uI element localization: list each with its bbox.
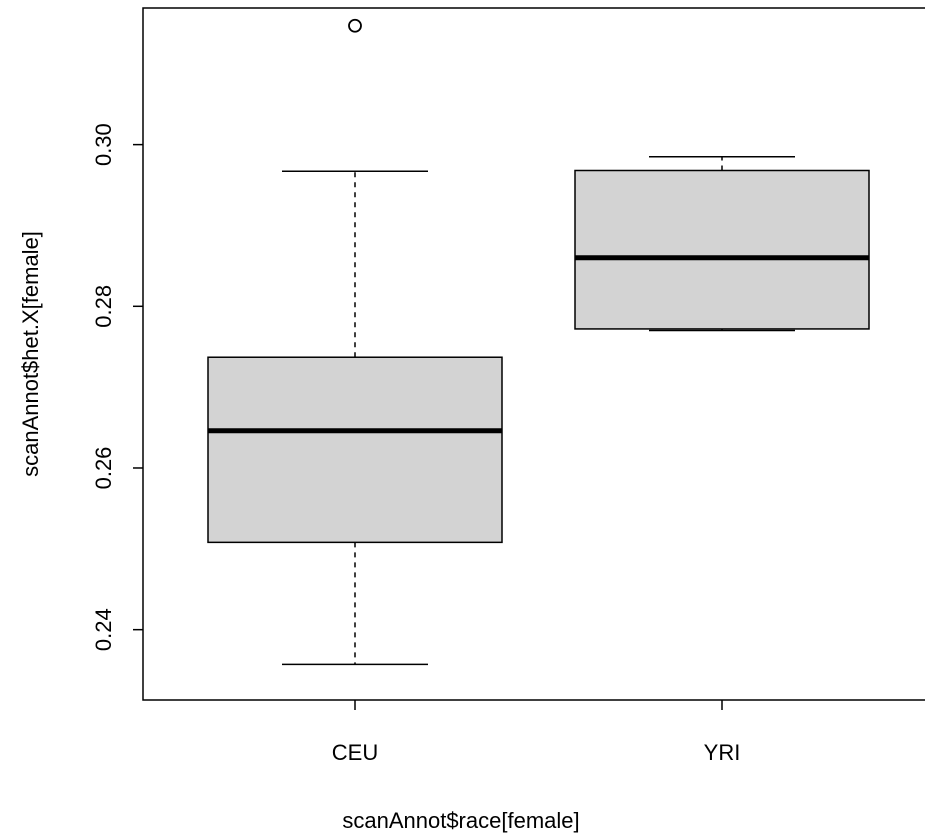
box-group-yri [574,155,870,332]
y-tick-label: 0.24 [91,608,116,651]
y-tick-label: 0.26 [91,447,116,490]
x-axis-title: scanAnnot$race[female] [342,808,579,833]
box-group-ceu [207,18,503,666]
y-tick-label: 0.30 [91,123,116,166]
x-tick-label: CEU [332,740,378,765]
outlier-point [348,18,362,33]
box-iqr [207,356,503,544]
plot-frame [142,7,925,701]
y-axis-title: scanAnnot$het.X[female] [18,231,43,477]
box-iqr [574,169,870,330]
x-tick-label: YRI [704,740,741,765]
y-tick-label: 0.28 [91,285,116,328]
